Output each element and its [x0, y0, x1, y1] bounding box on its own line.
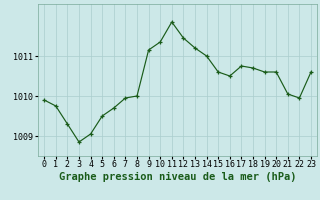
X-axis label: Graphe pression niveau de la mer (hPa): Graphe pression niveau de la mer (hPa) [59, 172, 296, 182]
